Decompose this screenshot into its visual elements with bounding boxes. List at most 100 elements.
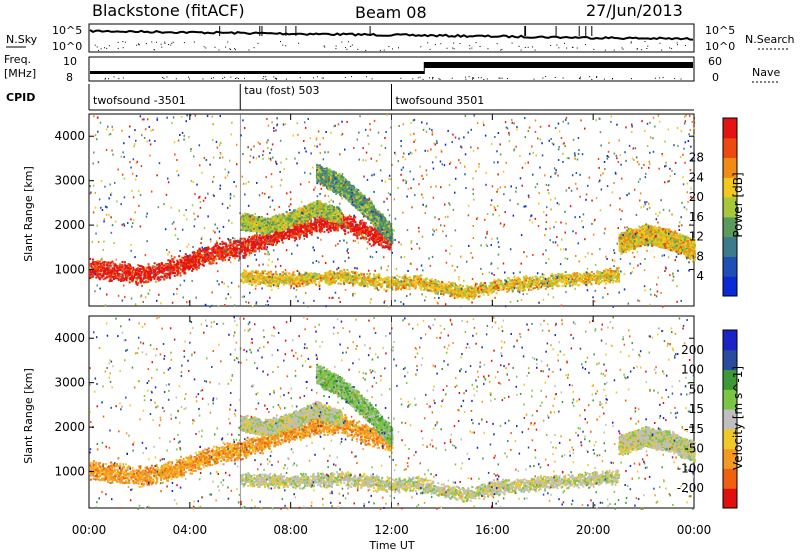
nave-dot (483, 79, 484, 80)
heatmap-cell (106, 262, 108, 264)
station-title: Blackstone (fitACF) (92, 1, 245, 20)
freq-axis-bottom: 8 (66, 71, 73, 84)
nave-dot (273, 76, 274, 77)
nsearch-dot (476, 42, 477, 43)
nsearch-dot (98, 50, 99, 51)
nsearch-dot (677, 42, 678, 43)
nsearch-dot (605, 50, 606, 51)
nave-dot (266, 79, 267, 80)
nave-dot (162, 77, 163, 78)
nsearch-dot (677, 44, 678, 45)
nave-dot (429, 77, 430, 78)
nave-dot (230, 77, 231, 78)
heatmap-cell (178, 255, 180, 257)
nave-dot (323, 78, 324, 79)
nave-dot (118, 78, 119, 79)
nsearch-dot (380, 50, 381, 51)
nsearch-dot (227, 41, 228, 42)
nave-dot (500, 78, 501, 79)
nsearch-dot (623, 49, 624, 50)
nsearch-dot (335, 48, 336, 49)
nave-dot (596, 76, 597, 77)
nave-dot (452, 78, 453, 79)
nsearch-dot (685, 45, 686, 46)
freq-high (424, 62, 693, 68)
nave-dot (473, 78, 474, 79)
nave-dot (345, 77, 346, 78)
heatmap-cell (229, 257, 231, 259)
nsky-axis-top: 10^5 (52, 24, 82, 37)
heatmap-cell (319, 227, 321, 229)
nsearch-dot (469, 45, 470, 46)
nave-dot (478, 77, 479, 78)
heatmap-cell (278, 240, 280, 242)
nsearch-dot (168, 44, 169, 45)
heatmap-cell (369, 243, 371, 245)
nave-axis-top: 60 (708, 55, 722, 68)
nsearch-dot (564, 43, 565, 44)
nave-dot (555, 77, 556, 78)
nsearch-dot (205, 47, 206, 48)
nsearch-dot (161, 47, 162, 48)
heatmap-cell (89, 277, 91, 279)
nsearch-dot (170, 45, 171, 46)
heatmap-cell (268, 243, 270, 245)
nsearch-dot (173, 42, 174, 43)
nave-label: Nave (752, 66, 780, 79)
nsearch-label: N.Search (745, 33, 795, 46)
nsearch-dot (194, 42, 195, 43)
nave-dot (263, 78, 264, 79)
heatmap-cell (140, 282, 142, 284)
nsearch-dot (298, 43, 299, 44)
nsearch-dot (637, 48, 638, 49)
nave-dot (579, 78, 580, 79)
heatmap-cell (92, 259, 94, 261)
nsearch-dot (392, 48, 393, 49)
freq-panel (89, 57, 694, 81)
heatmap-cell (198, 267, 200, 269)
heatmap-cell (294, 240, 296, 242)
nave-dot (534, 79, 535, 80)
nave-dot (322, 77, 323, 78)
nsearch-dot (139, 44, 140, 45)
heatmap-cell (310, 221, 312, 223)
heatmap-cell (138, 273, 140, 275)
nsearch-dot (452, 48, 453, 49)
nsearch-dot (280, 41, 281, 42)
nsearch-dot (123, 47, 124, 48)
nsearch-dot (631, 41, 632, 42)
nsearch-dot (235, 49, 236, 50)
nsearch-dot (118, 48, 119, 49)
heatmap-cell (171, 272, 173, 274)
nave-dot (481, 77, 482, 78)
nsearch-dot (453, 43, 454, 44)
nsearch-dot (336, 45, 337, 46)
nsearch-dot (500, 50, 501, 51)
nave-dot (202, 78, 203, 79)
nsearch-dot (644, 41, 645, 42)
freq-axis-top: 10 (63, 55, 77, 68)
nave-dot (432, 77, 433, 78)
cpid-segments: twofsound -3501tau (fost) 503twofsound 3… (89, 84, 694, 110)
nave-dot (235, 78, 236, 79)
nsearch-dot (136, 45, 137, 46)
nsearch-dot (647, 46, 648, 47)
nsearch-dot (621, 47, 622, 48)
nsearch-dot (528, 47, 529, 48)
nsearch-dot (97, 46, 98, 47)
nave-dot (276, 78, 277, 79)
nave-dot (440, 79, 441, 80)
nave-dot (166, 76, 167, 77)
nsearch-dot (646, 48, 647, 49)
nave-axis-bottom: 0 (712, 71, 719, 84)
heatmap-cell (164, 275, 166, 277)
nave-dot (604, 79, 605, 80)
nsearch-dot (460, 43, 461, 44)
heatmap-cell (191, 270, 193, 272)
nave-dot (313, 77, 314, 78)
nave-dot (351, 76, 352, 77)
nsearch-dot (341, 42, 342, 43)
nsearch-dot (204, 46, 205, 47)
nsearch-dot (365, 50, 366, 51)
nsearch-dot (427, 42, 428, 43)
